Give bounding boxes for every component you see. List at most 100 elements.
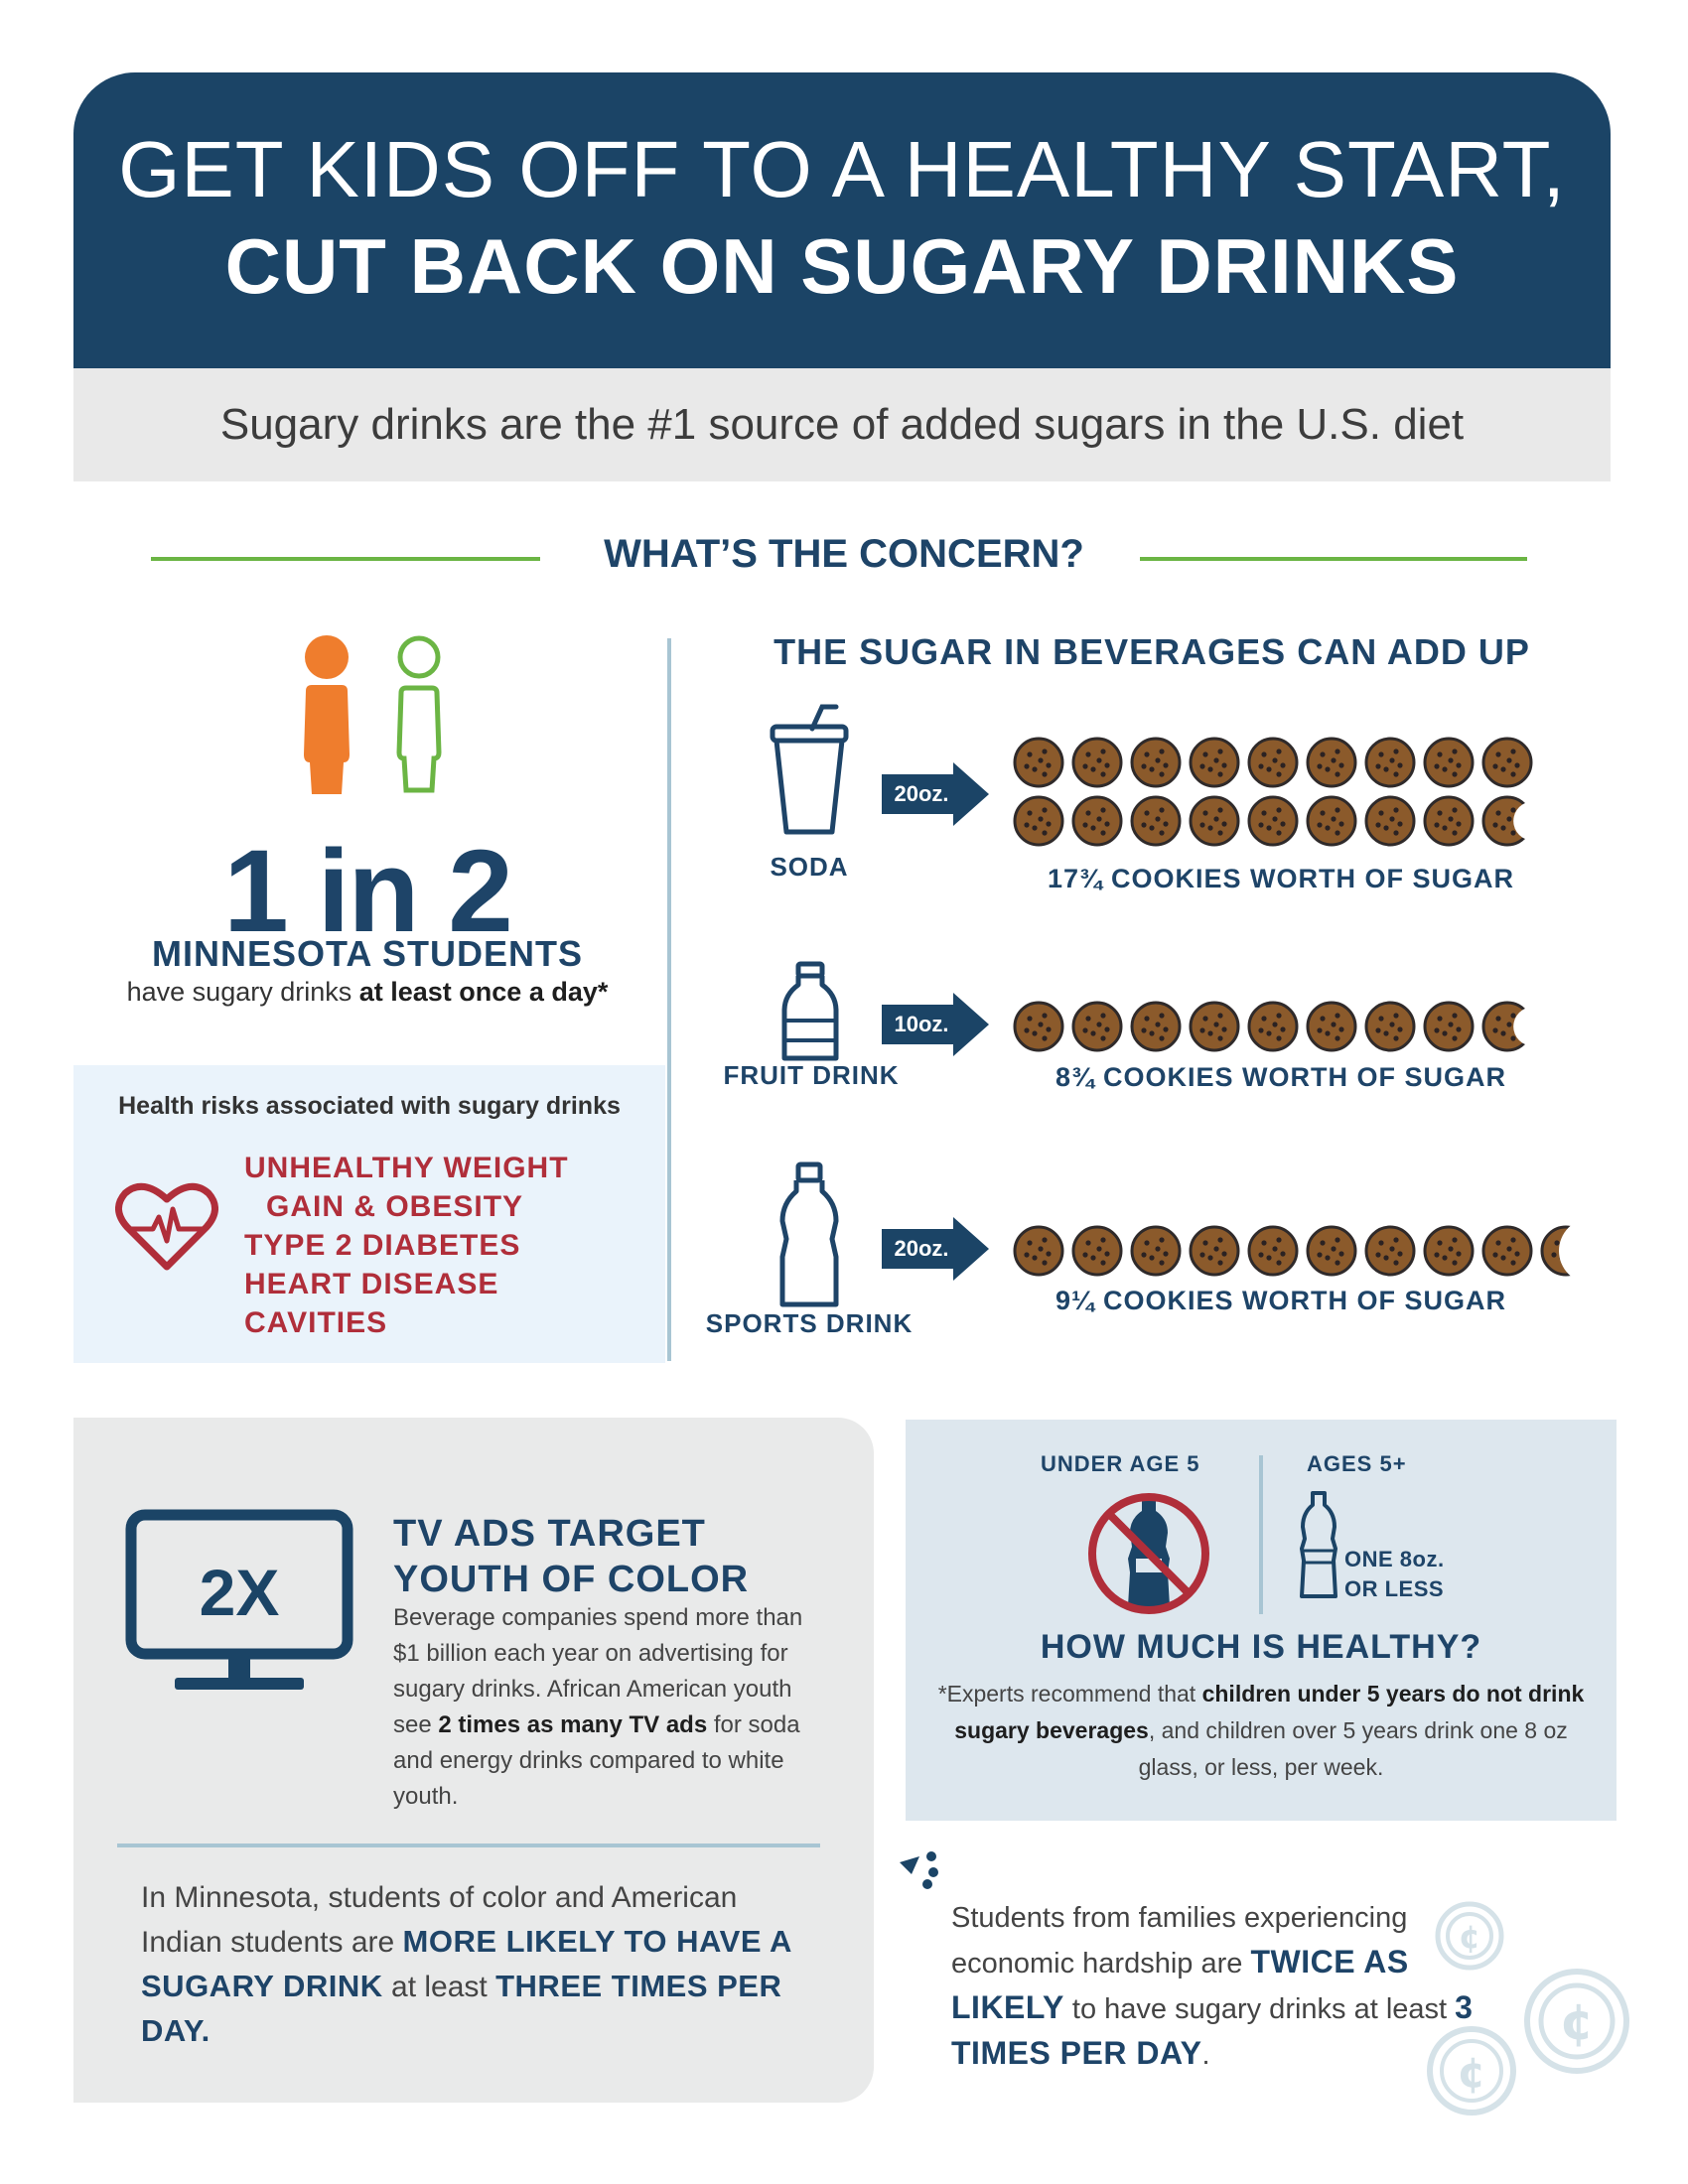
cookie-row-svg [1013, 1218, 1624, 1284]
svg-text:¢: ¢ [1457, 2048, 1485, 2097]
stat-description: have sugary drinks at least once a day* [126, 977, 609, 1007]
cookie-icon [1423, 1001, 1475, 1052]
cookie-icon [1481, 737, 1533, 788]
cookie-icon [1071, 795, 1123, 847]
title-line2: CUT BACK ON SUGARY DRINKS [224, 222, 1460, 310]
cookie-icon [1071, 1001, 1123, 1052]
cookie-group-sports-drink [1013, 1218, 1624, 1285]
cookie-icon [1423, 1225, 1475, 1277]
person-green-outline-icon [384, 635, 454, 794]
cookie-caption-soda: 17¾ COOKIES WORTH OF SUGAR [1047, 864, 1515, 893]
tv-ads-panel [73, 1418, 874, 2103]
cookie-icon [1364, 1225, 1416, 1277]
cookie-icon [1423, 795, 1475, 847]
cookie-icon [1481, 1001, 1553, 1052]
cookie-icon [1364, 737, 1416, 788]
stat-one-in-two: 1 in 2 [223, 826, 513, 957]
cookie-icon [1013, 737, 1064, 788]
triangle-dots-icon [898, 1850, 941, 1890]
hardship-stat-text: Students from families experiencing econ… [951, 1902, 1474, 2071]
vertical-divider [667, 638, 671, 1361]
sports-bottle-icon [774, 1161, 844, 1310]
cookie-icon [1306, 795, 1357, 847]
beverage-label-soda: SODA [770, 852, 849, 882]
risk-item: TYPE 2 DIABETES [244, 1229, 521, 1262]
cookie-icon [1247, 1001, 1299, 1052]
svg-text:¢: ¢ [1560, 1993, 1595, 2051]
cookie-icon [1247, 1225, 1299, 1277]
cookie-icon [1130, 795, 1182, 847]
soda-cup-icon [767, 703, 852, 838]
heart-rate-icon [115, 1179, 218, 1273]
cookie-icon [1540, 1218, 1624, 1284]
age-divider [1259, 1455, 1263, 1614]
risk-item: HEART DISEASE [244, 1268, 499, 1300]
coin-cent-icon: ¢ [1430, 1896, 1509, 1976]
title-line1: GET KIDS OFF TO A HEALTHY START, [118, 125, 1566, 213]
tv-body-text: Beverage companies spend more than $1 bi… [393, 1604, 803, 1810]
cookie-row-svg [1013, 737, 1553, 847]
beverages-title: THE SUGAR IN BEVERAGES CAN ADD UP [774, 631, 1530, 672]
size-fruit-drink: 10oz. [894, 1012, 949, 1036]
how-much-healthy-body: *Experts recommend that children under 5… [937, 1681, 1585, 1780]
cookie-icon [1189, 737, 1240, 788]
arrow-soda [882, 762, 991, 826]
person-orange-icon [292, 635, 361, 794]
cookie-group-soda [1013, 737, 1569, 856]
coin-cent-icon: ¢ [1517, 1962, 1636, 2081]
how-much-healthy-title: HOW MUCH IS HEALTHY? [1040, 1628, 1482, 1666]
cookie-icon [1481, 1225, 1533, 1277]
cookie-icon [1364, 1001, 1416, 1052]
risk-item: GAIN & OBESITY [266, 1190, 524, 1223]
svg-text:¢: ¢ [1459, 1918, 1480, 1956]
cookie-icon [1013, 1225, 1064, 1277]
cookie-icon [1481, 795, 1553, 847]
no-bottle-icon [1084, 1489, 1213, 1618]
cookie-icon [1013, 795, 1064, 847]
cookie-icon [1364, 795, 1416, 847]
ages-5-plus-limit: ONE 8oz. OR LESS [1344, 1547, 1445, 1601]
cookie-caption-fruit-drink: 8¾ COOKIES WORTH OF SUGAR [1055, 1062, 1507, 1092]
arrow-sports-drink [882, 1217, 991, 1281]
size-soda: 20oz. [894, 781, 949, 806]
arrow-fruit-drink [882, 993, 991, 1056]
cookie-row-svg [1013, 1001, 1553, 1052]
tv-monitor-icon [125, 1509, 353, 1698]
cookie-icon [1130, 1225, 1182, 1277]
cookie-icon [1306, 1225, 1357, 1277]
tv-heading: TV ADS TARGET YOUTH OF COLOR [393, 1513, 750, 1600]
under-age-5-label: UNDER AGE 5 [1041, 1451, 1200, 1476]
cookie-icon [1189, 1001, 1240, 1052]
health-risk-title: Health risks associated with sugary drin… [118, 1092, 621, 1120]
green-rule-right [1140, 557, 1527, 561]
cookie-icon [1306, 1001, 1357, 1052]
section-title-concern: WHAT’S THE CONCERN? [604, 532, 1084, 576]
minnesota-stat-text: In Minnesota, students of color and Amer… [141, 1881, 791, 2048]
cookie-icon [1071, 737, 1123, 788]
tv-badge-2x: 2X [199, 1556, 280, 1629]
cookie-icon [1306, 737, 1357, 788]
cookie-caption-sports-drink: 9¼ COOKIES WORTH OF SUGAR [1055, 1286, 1507, 1315]
beverage-label-fruit-drink: FRUIT DRINK [723, 1060, 900, 1090]
cookie-icon [1189, 795, 1240, 847]
risk-item: UNHEALTHY WEIGHT [244, 1152, 569, 1184]
cookie-icon [1130, 737, 1182, 788]
cookie-icon [1189, 1225, 1240, 1277]
tv-divider [117, 1843, 820, 1847]
cookie-group-fruit-drink [1013, 1001, 1569, 1060]
coin-cent-icon: ¢ [1422, 2021, 1521, 2120]
subtitle: Sugary drinks are the #1 source of added… [73, 368, 1611, 481]
size-sports-drink: 20oz. [894, 1236, 949, 1261]
juice-bottle-icon [780, 961, 840, 1064]
stat-label: MINNESOTA STUDENTS [151, 933, 583, 974]
cookie-icon [1013, 1001, 1064, 1052]
header-banner: GET KIDS OFF TO A HEALTHY START, CUT BAC… [73, 72, 1611, 368]
ages-5-plus-label: AGES 5+ [1307, 1451, 1407, 1476]
cookie-icon [1130, 1001, 1182, 1052]
green-rule-left [151, 557, 540, 561]
cookie-icon [1247, 795, 1299, 847]
cookie-icon [1423, 737, 1475, 788]
cookie-icon [1071, 1225, 1123, 1277]
beverage-label-sports-drink: SPORTS DRINK [705, 1308, 914, 1338]
cookie-icon [1247, 737, 1299, 788]
